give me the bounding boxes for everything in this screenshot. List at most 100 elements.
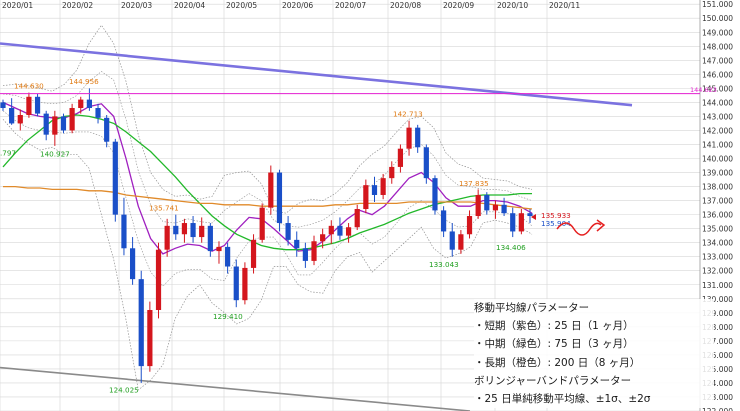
y-tick-label: 150.000 (702, 14, 733, 23)
candle-body (69, 108, 75, 131)
candle-body (199, 225, 205, 238)
horizontal-line-144623: 144.623 (0, 86, 717, 95)
legend-ma-mid: ・中期（緑色）: 75 日（3 ヶ月） (474, 338, 634, 351)
x-tick-label: 2020/01 (2, 1, 33, 10)
x-tick-label: 2020/10 (497, 1, 528, 10)
candle-body (86, 99, 92, 109)
candle-body (320, 234, 326, 242)
candle-body (250, 239, 257, 268)
x-tick-label: 2020/05 (226, 1, 257, 10)
candle-body (242, 267, 248, 301)
current-price-marker-icon (531, 214, 536, 220)
candle-body (216, 246, 222, 252)
x-tick-label: 2020/09 (443, 1, 474, 10)
price-level-label: 133.043 (429, 260, 459, 269)
y-tick-label: 126.000 (702, 351, 733, 360)
y-tick-label: 127.000 (702, 337, 733, 346)
legend-ma-long: ・長期（橙色）: 200 日（8 ヶ月） (474, 356, 641, 369)
candle-body (484, 194, 490, 211)
candle-body (147, 310, 153, 367)
candle-body (60, 116, 67, 131)
candle-body (112, 141, 118, 215)
candle-body (95, 108, 101, 118)
parameter-legend: 移動平均線パラメーター ・短期（紫色）: 25 日（1 ヶ月） ・中期（緑色）:… (474, 299, 714, 409)
candle-body (449, 231, 455, 250)
bollinger-lower-2sigma (2, 118, 533, 391)
candlesticks (0, 88, 533, 383)
lower-trendline (0, 366, 471, 411)
candle-body (17, 115, 23, 124)
x-axis-labels: 2020/01 2020/02 2020/03 2020/04 2020/05 2020/… (2, 1, 580, 10)
candle-body (423, 147, 429, 179)
legend-ma-title: 移動平均線パラメーター (474, 302, 590, 314)
candle-body (354, 209, 360, 228)
candle-body (259, 207, 265, 240)
candle-body (380, 178, 386, 195)
y-tick-label: 128.000 (702, 323, 733, 332)
candle-body (345, 227, 352, 236)
candle-body (34, 96, 41, 114)
price-level-label: 124.025 (109, 386, 139, 395)
y-tick-label: 147.000 (702, 56, 733, 65)
y-tick-label: 129.000 (702, 309, 733, 318)
y-tick-label: 130.000 (702, 295, 733, 304)
x-tick-label: 2020/02 (62, 1, 93, 10)
candle-body (527, 213, 533, 217)
candle-body (475, 194, 481, 217)
trendlines (0, 42, 633, 411)
price-level-label: 134.406 (496, 243, 526, 252)
candle-body (276, 172, 283, 224)
candle-body (466, 216, 473, 235)
y-tick-label: 146.000 (702, 70, 733, 79)
clipped-price-label: .797 (0, 149, 16, 158)
candle-body (397, 148, 404, 167)
price-level-label: 140.927 (40, 150, 70, 159)
price-level-label: 142.713 (393, 109, 423, 118)
x-tick-label: 2020/11 (549, 1, 580, 10)
wave-arrow-icon (556, 222, 602, 236)
y-tick-label: 144.000 (702, 98, 733, 107)
candle-body (207, 225, 213, 252)
y-tick-label: 137.000 (702, 197, 733, 206)
bollinger-upper-2sigma (2, 24, 533, 214)
x-tick-label: 2020/08 (390, 1, 421, 10)
y-tick-label: 124.000 (702, 379, 733, 388)
y-tick-label: 136.000 (702, 211, 733, 220)
y-tick-label: 140.000 (702, 155, 733, 164)
candle-body (389, 166, 395, 179)
candle-body (510, 213, 516, 232)
y-tick-label: 148.000 (702, 42, 733, 51)
candle-body (138, 279, 144, 367)
candle-body (518, 213, 524, 232)
y-tick-label: 134.000 (702, 239, 733, 248)
y-tick-label: 125.000 (702, 365, 733, 374)
candle-body (492, 204, 499, 211)
candle-body (233, 266, 239, 301)
y-tick-label: 151.000 (702, 0, 733, 9)
horizontal-line-label: 144.623 (690, 86, 717, 94)
candle-body (0, 102, 6, 109)
y-tick-label: 133.000 (702, 253, 733, 262)
candle-body (328, 225, 334, 235)
candle-body (225, 246, 231, 267)
y-tick-label: 135.000 (702, 225, 733, 234)
candle-body (181, 223, 188, 235)
candle-body (441, 210, 447, 232)
ma-long-line (3, 185, 533, 210)
bollinger-bands (2, 24, 533, 391)
candle-body (458, 234, 464, 250)
y-tick-label: 123.000 (702, 393, 733, 402)
candle-body (173, 225, 179, 235)
candle-body (501, 204, 507, 214)
legend-bb-params: ・25 日単純移動平均線、±1σ、±2σ (474, 392, 651, 405)
upper-trendline (0, 42, 633, 107)
candle-body (129, 248, 136, 280)
candle-body (121, 214, 127, 249)
y-tick-label: 145.000 (702, 84, 733, 93)
legend-bb-title: ボリンジャーバンドパラメーター (474, 374, 632, 387)
y-tick-label: 132.000 (702, 267, 733, 276)
y-axis-labels: 151.000 150.000 149.000 148.000 147.000 146.0… (702, 0, 733, 411)
candle-body (9, 108, 15, 124)
